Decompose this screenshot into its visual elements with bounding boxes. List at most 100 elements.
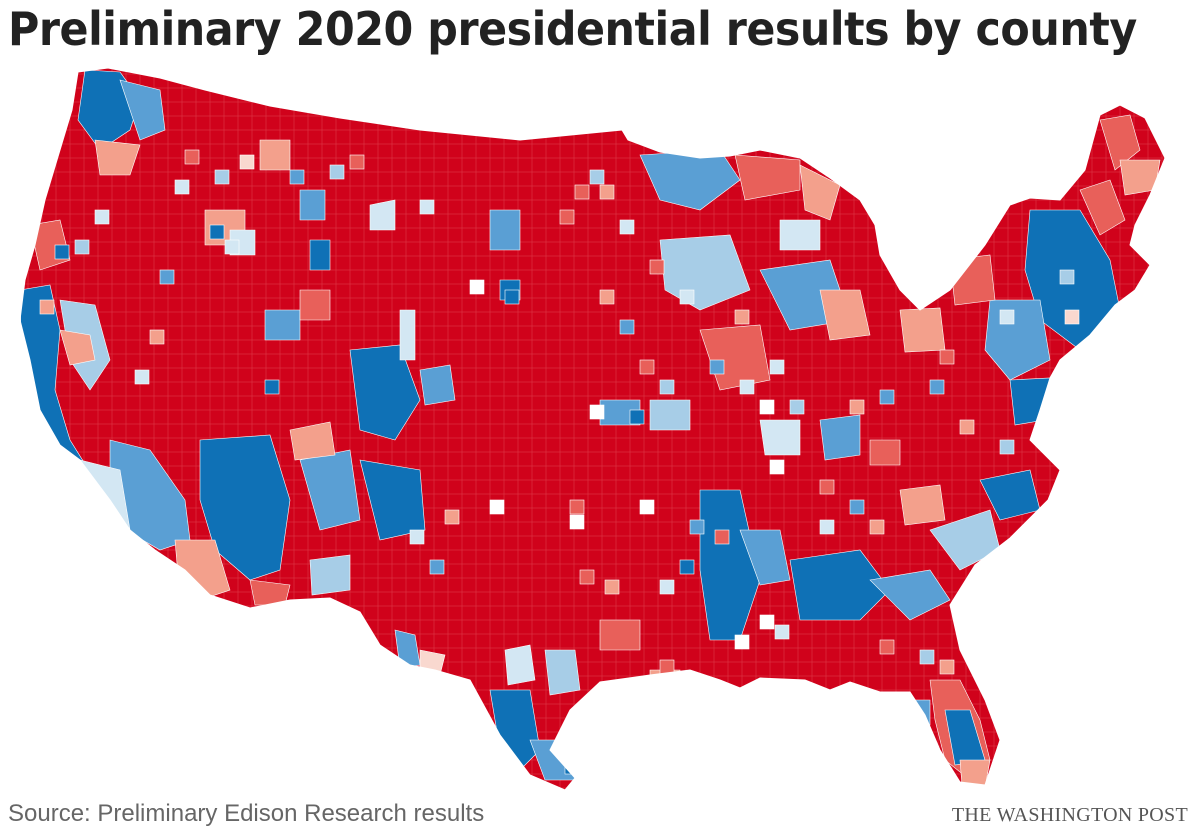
- county: [444, 509, 460, 525]
- county: [419, 199, 435, 215]
- county-cluster: [599, 619, 641, 651]
- county: [659, 379, 675, 395]
- county: [789, 399, 805, 415]
- county-cluster: [59, 329, 96, 366]
- county: [679, 559, 695, 575]
- county: [769, 459, 785, 475]
- county: [759, 399, 775, 415]
- county: [74, 239, 90, 255]
- county: [689, 519, 705, 535]
- county: [134, 369, 150, 385]
- county-cluster: [779, 219, 821, 251]
- county: [264, 379, 280, 395]
- county-cluster: [199, 434, 291, 581]
- county: [869, 519, 885, 535]
- county: [579, 569, 595, 585]
- county: [429, 559, 445, 575]
- page-title: Preliminary 2020 presidential results by…: [8, 2, 1137, 56]
- county: [224, 239, 240, 255]
- source-note: Source: Preliminary Edison Research resu…: [8, 800, 485, 827]
- county: [734, 309, 750, 325]
- county-cluster: [1079, 179, 1126, 236]
- county-cluster: [419, 364, 456, 406]
- county-cluster: [899, 484, 946, 526]
- publisher-credit: THE WASHINGTON POST: [951, 804, 1188, 826]
- county: [94, 209, 110, 225]
- county-cluster: [544, 649, 581, 696]
- county: [709, 359, 725, 375]
- county: [559, 209, 575, 225]
- county-cluster: [759, 419, 801, 456]
- county: [589, 404, 605, 420]
- county-cluster: [299, 289, 331, 321]
- county-cluster: [734, 154, 801, 201]
- county: [209, 224, 225, 240]
- county: [504, 289, 520, 305]
- county: [174, 179, 190, 195]
- county: [879, 389, 895, 405]
- county-cluster: [94, 139, 141, 176]
- county: [819, 519, 835, 535]
- county: [639, 499, 655, 515]
- county: [409, 529, 425, 545]
- county: [769, 359, 785, 375]
- county: [329, 164, 345, 180]
- county: [619, 219, 635, 235]
- county-results-map: [0, 60, 1200, 795]
- county-cluster: [259, 139, 291, 171]
- county-cluster: [289, 421, 336, 461]
- county: [849, 499, 865, 515]
- county: [734, 634, 750, 650]
- county-cluster: [369, 199, 396, 231]
- county: [569, 499, 585, 515]
- county: [639, 359, 655, 375]
- county: [939, 349, 955, 365]
- county: [599, 184, 615, 200]
- county: [54, 244, 70, 260]
- county: [819, 479, 835, 495]
- county-cluster: [359, 459, 426, 541]
- county: [999, 439, 1015, 455]
- county: [1064, 309, 1080, 325]
- county: [879, 639, 895, 655]
- county: [349, 154, 365, 170]
- county: [589, 169, 605, 185]
- county-cluster: [309, 239, 331, 271]
- county: [574, 184, 590, 200]
- county-cluster: [309, 554, 351, 596]
- county: [619, 319, 635, 335]
- county: [569, 514, 585, 530]
- county-cluster: [489, 209, 521, 251]
- county: [184, 149, 200, 165]
- county: [649, 259, 665, 275]
- county: [759, 614, 775, 630]
- county-cluster: [799, 164, 841, 221]
- county: [849, 399, 865, 415]
- county-cluster: [399, 309, 416, 361]
- county: [959, 419, 975, 435]
- county: [929, 379, 945, 395]
- county-clusters: [20, 69, 1161, 789]
- county-cluster: [299, 189, 326, 221]
- county: [679, 289, 695, 305]
- county-cluster: [739, 529, 791, 586]
- county: [159, 269, 175, 285]
- county-cluster: [504, 644, 536, 686]
- county: [239, 154, 255, 170]
- county: [469, 279, 485, 295]
- county-cluster: [1099, 114, 1141, 171]
- county-cluster: [349, 344, 421, 441]
- county: [919, 649, 935, 665]
- county-cluster: [899, 307, 946, 353]
- county: [489, 499, 505, 515]
- county: [999, 309, 1015, 325]
- county: [289, 169, 305, 185]
- county: [149, 329, 165, 345]
- county: [714, 529, 730, 545]
- us-county-map-svg: [0, 60, 1200, 795]
- county-cluster: [819, 414, 861, 461]
- county: [1059, 269, 1075, 285]
- county-cluster: [119, 79, 166, 141]
- county-cluster: [649, 399, 691, 431]
- county-cluster: [869, 569, 951, 621]
